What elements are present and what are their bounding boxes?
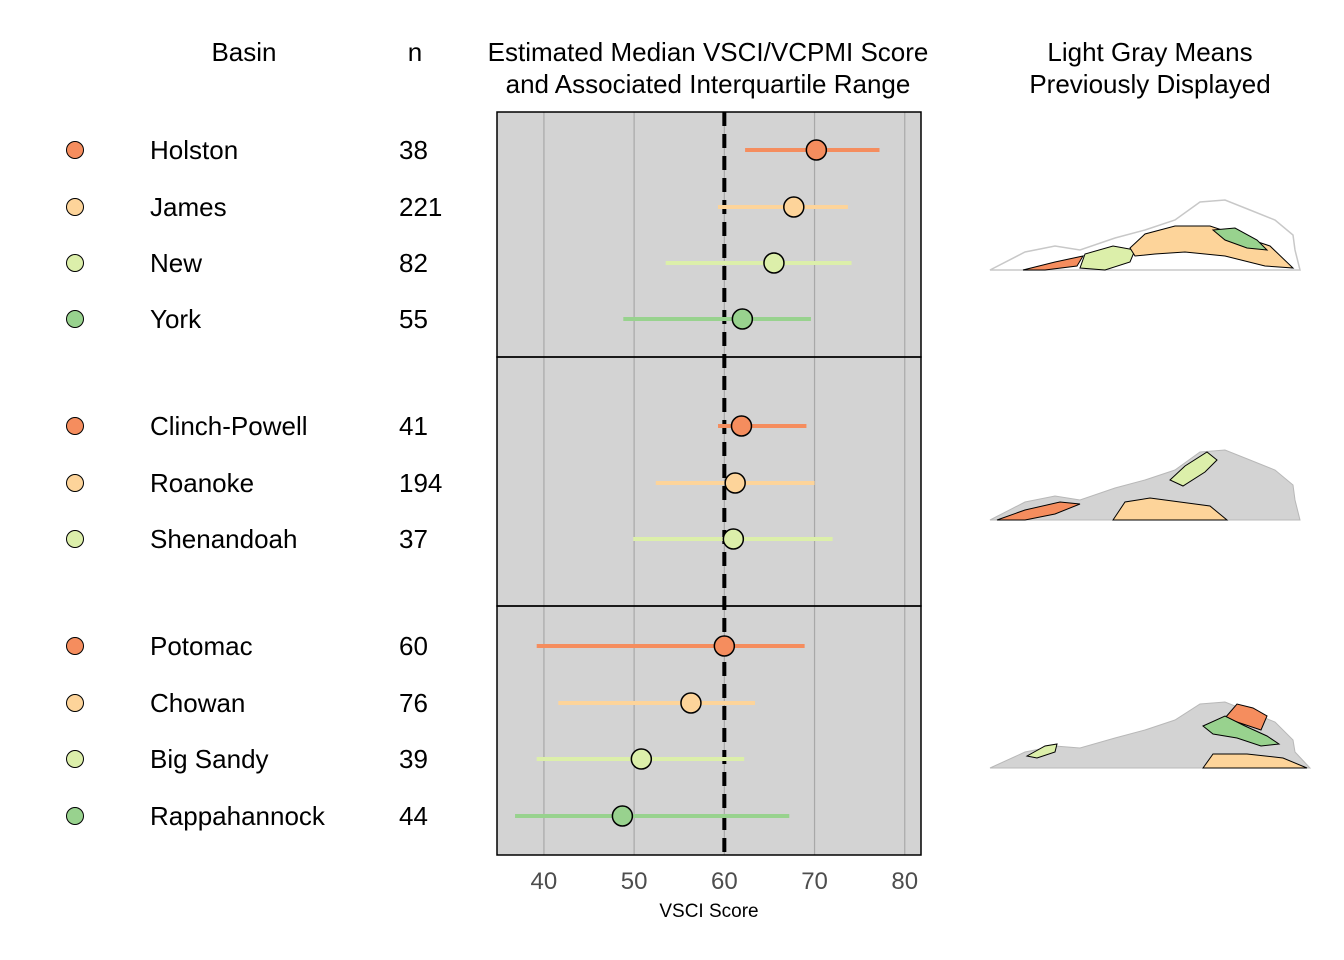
basin-name: Holston bbox=[150, 135, 239, 165]
basin-name: York bbox=[150, 304, 202, 334]
x-tick-label: 50 bbox=[621, 868, 648, 895]
basin-name: Potomac bbox=[150, 631, 253, 661]
legend-dot bbox=[66, 474, 84, 492]
sample-count: 82 bbox=[399, 248, 428, 278]
map-3-chowan bbox=[1202, 753, 1308, 769]
map-2-roanoke bbox=[1112, 497, 1229, 521]
chart-title: Estimated Median VSCI/VCPMI Score and As… bbox=[458, 36, 958, 100]
basin-name: Clinch-Powell bbox=[150, 411, 308, 441]
legend-dot bbox=[66, 694, 84, 712]
legend-dot bbox=[66, 417, 84, 435]
basin-name: Shenandoah bbox=[150, 524, 298, 554]
basin-name: Roanoke bbox=[150, 468, 255, 498]
map-title: Light Gray Means Previously Displayed bbox=[990, 36, 1310, 100]
sample-count: 194 bbox=[399, 468, 443, 498]
legend-dot bbox=[66, 530, 84, 548]
map-1-york bbox=[1211, 227, 1269, 251]
x-tick-label: 70 bbox=[801, 868, 828, 895]
map-1-holston bbox=[1022, 255, 1085, 271]
panel-border bbox=[496, 605, 922, 856]
median-point bbox=[611, 805, 634, 827]
basin-name: Rappahannock bbox=[150, 801, 325, 831]
panel-background bbox=[497, 606, 921, 855]
sample-count: 41 bbox=[399, 411, 428, 441]
legend-dot bbox=[66, 254, 84, 272]
median-point bbox=[713, 635, 736, 657]
virginia-map-2 bbox=[989, 449, 1301, 521]
map-title-line1: Light Gray Means bbox=[1047, 37, 1253, 67]
map-3-potomac bbox=[1224, 703, 1268, 731]
panel-border bbox=[496, 111, 922, 358]
median-point bbox=[730, 415, 753, 437]
sample-count: 221 bbox=[399, 192, 443, 222]
basin-name: Chowan bbox=[150, 688, 246, 718]
map-title-line2: Previously Displayed bbox=[1029, 69, 1271, 99]
sample-count: 37 bbox=[399, 524, 428, 554]
basin-name: James bbox=[150, 192, 227, 222]
sample-count: 38 bbox=[399, 135, 428, 165]
map-1-new bbox=[1079, 245, 1136, 271]
x-tick-label: 60 bbox=[711, 868, 738, 895]
map-2-shenandoah bbox=[1169, 451, 1218, 487]
basin-header: Basin bbox=[211, 37, 277, 67]
chart-title-line1: Estimated Median VSCI/VCPMI Score bbox=[487, 37, 929, 67]
x-tick-label: 80 bbox=[891, 868, 918, 895]
map-1-outline bbox=[989, 199, 1301, 271]
sample-count: 39 bbox=[399, 744, 428, 774]
panel-background bbox=[497, 112, 921, 357]
x-axis-label: VSCI Score bbox=[659, 901, 758, 922]
sample-count: 60 bbox=[399, 631, 428, 661]
map-3-big-sandy bbox=[1025, 743, 1058, 759]
median-point bbox=[805, 139, 828, 161]
median-point bbox=[731, 308, 754, 330]
basin-name: Big Sandy bbox=[150, 744, 269, 774]
median-point bbox=[724, 472, 746, 494]
legend-dot bbox=[66, 637, 84, 655]
map-3-rappahannock bbox=[1202, 715, 1281, 747]
virginia-map-1 bbox=[989, 199, 1301, 271]
chart-title-line2: and Associated Interquartile Range bbox=[505, 69, 911, 99]
sample-count: 55 bbox=[399, 304, 428, 334]
sample-count: 44 bbox=[399, 801, 428, 831]
panel-background bbox=[497, 357, 921, 606]
legend-dot bbox=[66, 141, 84, 159]
median-point bbox=[763, 252, 785, 274]
legend-dot bbox=[66, 310, 84, 328]
legend-dot bbox=[66, 807, 84, 825]
median-point bbox=[630, 748, 653, 770]
n-header: n bbox=[407, 37, 423, 67]
virginia-map-3 bbox=[989, 701, 1312, 769]
map-1-james bbox=[1129, 225, 1295, 269]
panel-border bbox=[496, 356, 922, 607]
x-tick-label: 40 bbox=[531, 868, 558, 895]
legend-dot bbox=[66, 750, 84, 768]
median-point bbox=[680, 692, 702, 714]
median-point bbox=[722, 528, 745, 550]
legend-dot bbox=[66, 198, 84, 216]
median-point bbox=[783, 196, 805, 218]
map-2-clinch-powell bbox=[996, 501, 1081, 521]
sample-count: 76 bbox=[399, 688, 428, 718]
basin-name: New bbox=[150, 248, 203, 278]
